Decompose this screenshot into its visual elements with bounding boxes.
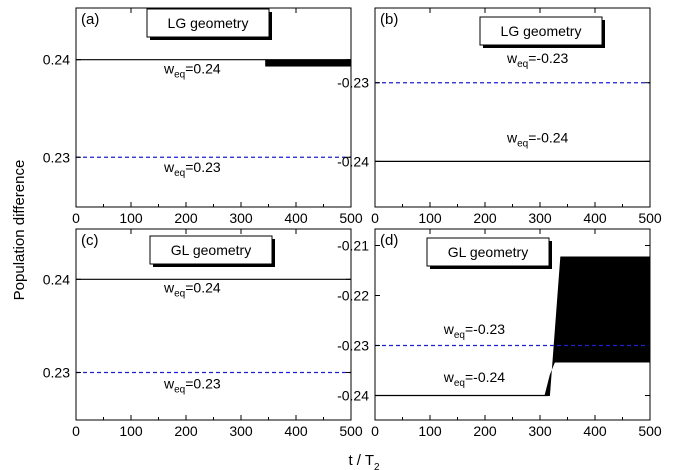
x-tick-label: 500 <box>339 210 363 226</box>
annotation-subscript: eq <box>174 69 185 80</box>
panel-letter: (b) <box>380 11 398 28</box>
x-tick-label: 300 <box>229 423 253 439</box>
legend-box-label: GL geometry <box>171 242 251 258</box>
x-tick-label: 500 <box>638 210 662 226</box>
x-tick-label: 200 <box>473 210 497 226</box>
legend-box-label: LG geometry <box>168 15 249 31</box>
series-annotation: weq=-0.24 <box>506 130 569 150</box>
y-tick-label: 0.24 <box>43 271 70 287</box>
annotation-subscript: eq <box>454 330 465 341</box>
x-tick-label: 400 <box>583 210 607 226</box>
x-axis-title: t / T2 <box>348 452 380 470</box>
x-tick-label: 0 <box>72 210 80 226</box>
x-tick-label: 400 <box>284 423 308 439</box>
annotation-value: =0.24 <box>185 60 221 76</box>
y-axis-title: Population difference <box>11 160 28 301</box>
x-tick-label: 0 <box>72 423 80 439</box>
annotation-symbol: w <box>443 369 455 385</box>
annotation-symbol: w <box>163 159 175 175</box>
panel-letter: (c) <box>81 232 99 249</box>
annotation-value: =-0.24 <box>528 130 568 146</box>
annotation-value: =-0.23 <box>528 50 568 66</box>
annotation-symbol: w <box>163 60 175 76</box>
series-annotation: weq=-0.23 <box>443 321 506 341</box>
x-tick-label: 400 <box>284 210 308 226</box>
annotation-symbol: w <box>163 375 175 391</box>
x-tick-label: 0 <box>371 423 379 439</box>
annotation-subscript: eq <box>517 139 528 150</box>
x-tick-label: 100 <box>418 423 442 439</box>
legend-box <box>479 16 603 46</box>
annotation-subscript: eq <box>174 168 185 179</box>
x-tick-label: 300 <box>528 210 552 226</box>
x-tick-label: 100 <box>119 210 143 226</box>
x-tick-label: 300 <box>528 423 552 439</box>
legend-box <box>426 237 550 267</box>
x-axis-title-sub: 2 <box>374 462 380 470</box>
annotation-symbol: w <box>506 50 518 66</box>
annotation-value: =0.23 <box>185 375 221 391</box>
y-tick-label: -0.24 <box>337 153 369 169</box>
series-annotation: weq=0.23 <box>163 159 221 179</box>
annotation-symbol: w <box>163 279 175 295</box>
y-tick-label: -0.24 <box>337 388 369 404</box>
annotation-subscript: eq <box>174 288 185 299</box>
x-tick-label: 0 <box>371 210 379 226</box>
oscillation-band <box>544 256 650 396</box>
annotation-value: =-0.24 <box>465 369 505 385</box>
series-annotation: weq=-0.24 <box>443 369 506 389</box>
series-annotation: weq=0.24 <box>163 279 221 299</box>
y-tick-label: -0.21 <box>337 238 369 254</box>
x-tick-label: 500 <box>638 423 662 439</box>
series-annotation: weq=0.23 <box>163 375 221 395</box>
x-tick-label: 200 <box>174 423 198 439</box>
legend-box <box>149 235 273 265</box>
series-annotation: weq=0.24 <box>163 60 221 80</box>
panel-letter: (d) <box>380 232 398 249</box>
y-tick-label: 0.23 <box>43 149 70 165</box>
annotation-value: =0.23 <box>185 159 221 175</box>
panel-letter: (a) <box>81 11 99 28</box>
legend-box-label: LG geometry <box>501 23 582 39</box>
y-tick-label: -0.23 <box>337 338 369 354</box>
y-tick-label: -0.23 <box>337 75 369 91</box>
annotation-symbol: w <box>443 321 455 337</box>
x-axis-title-main: t / T <box>348 452 374 469</box>
annotation-symbol: w <box>506 130 518 146</box>
y-tick-label: -0.22 <box>337 288 369 304</box>
x-tick-label: 300 <box>229 210 253 226</box>
annotation-value: =0.24 <box>185 279 221 295</box>
annotation-subscript: eq <box>174 384 185 395</box>
y-tick-label: 0.23 <box>43 364 70 380</box>
oscillation-band <box>265 59 351 67</box>
x-tick-label: 400 <box>583 423 607 439</box>
legend-box-label: GL geometry <box>448 244 528 260</box>
x-tick-label: 100 <box>418 210 442 226</box>
annotation-subscript: eq <box>517 59 528 70</box>
x-tick-label: 200 <box>473 423 497 439</box>
legend-box <box>146 8 270 38</box>
x-tick-label: 200 <box>174 210 198 226</box>
x-tick-label: 500 <box>339 423 363 439</box>
series-annotation: weq=-0.23 <box>506 50 569 70</box>
x-tick-label: 100 <box>119 423 143 439</box>
y-tick-label: 0.24 <box>43 52 70 68</box>
annotation-subscript: eq <box>454 378 465 389</box>
annotation-value: =-0.23 <box>465 321 505 337</box>
